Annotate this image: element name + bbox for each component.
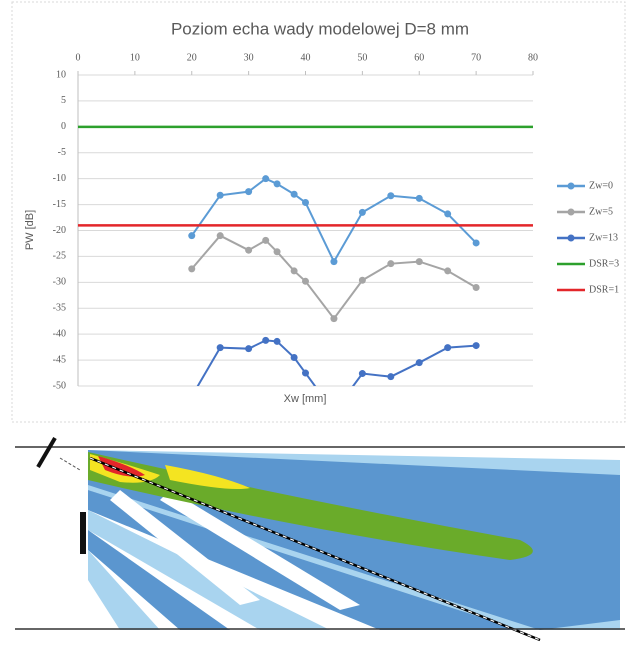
data-point <box>262 236 270 244</box>
data-point <box>216 191 224 199</box>
chart-title: Poziom echa wady modelowej D=8 mm <box>171 19 469 38</box>
data-point <box>290 353 298 361</box>
legend-label: Zw=0 <box>589 180 613 191</box>
x-tick-label: 80 <box>528 52 538 63</box>
data-point <box>358 370 366 378</box>
y-tick-label: -50 <box>53 380 66 391</box>
data-point <box>415 359 423 367</box>
y-tick-label: 5 <box>61 95 66 106</box>
data-point <box>330 258 338 266</box>
data-point <box>188 265 196 273</box>
legend-marker <box>567 208 575 216</box>
data-point <box>302 369 309 377</box>
y-tick-label: 10 <box>56 69 66 80</box>
legend-label: DSR=3 <box>589 258 619 269</box>
x-tick-label: 50 <box>357 52 367 63</box>
y-tick-label: -40 <box>53 328 66 339</box>
data-point <box>302 277 309 285</box>
data-point <box>358 276 366 284</box>
data-point <box>472 239 480 247</box>
data-point <box>358 208 366 216</box>
y-tick-label: -15 <box>53 199 66 210</box>
legend-label: Zw=5 <box>589 206 613 217</box>
data-point <box>330 315 338 323</box>
data-point <box>444 267 452 275</box>
x-tick-label: 60 <box>414 52 424 63</box>
chart: Poziom echa wady modelowej D=8 mm Xw [mm… <box>11 1 626 423</box>
plot-area <box>78 125 533 386</box>
data-point <box>472 284 480 292</box>
data-point <box>472 342 480 350</box>
y-tick-label: -10 <box>53 173 66 184</box>
data-point <box>444 210 452 218</box>
x-axis-label: Xw [mm] <box>284 393 327 405</box>
x-tick-label: 20 <box>187 52 197 63</box>
y-tick-label: -35 <box>53 303 66 314</box>
data-point <box>188 232 196 240</box>
legend-marker <box>567 182 575 190</box>
data-point <box>290 190 298 198</box>
data-point <box>444 344 452 352</box>
data-point <box>387 192 395 200</box>
y-tick-label: -5 <box>58 147 66 158</box>
data-point <box>262 175 270 183</box>
y-tick-label: -25 <box>53 251 66 262</box>
legend-marker <box>567 234 575 242</box>
data-point <box>245 246 253 254</box>
x-tick-label: 70 <box>471 52 481 63</box>
x-tick-label: 0 <box>76 52 81 63</box>
chart-frame <box>11 1 626 423</box>
data-point <box>273 180 281 188</box>
data-point <box>262 336 270 344</box>
x-tick-label: 10 <box>130 52 140 63</box>
beam-simulation <box>15 436 625 642</box>
data-point <box>415 194 423 202</box>
y-tick-label: -30 <box>53 277 66 288</box>
legend-label: Zw=13 <box>589 232 618 243</box>
data-point <box>302 199 309 207</box>
y-tick-label: -45 <box>53 354 66 365</box>
data-point <box>245 345 253 353</box>
data-point <box>387 260 395 268</box>
data-point <box>290 267 298 275</box>
legend-label: DSR=1 <box>589 284 619 295</box>
data-point <box>415 258 423 266</box>
data-point <box>387 373 395 381</box>
y-tick-label: 0 <box>61 121 66 132</box>
y-tick-label: -20 <box>53 225 66 236</box>
data-point <box>245 188 253 196</box>
x-tick-label: 30 <box>244 52 254 63</box>
y-axis-label: PW [dB] <box>24 210 36 250</box>
data-point <box>273 248 281 256</box>
data-point <box>273 337 281 345</box>
x-tick-label: 40 <box>301 52 311 63</box>
data-point <box>216 344 224 352</box>
data-point <box>216 232 224 240</box>
